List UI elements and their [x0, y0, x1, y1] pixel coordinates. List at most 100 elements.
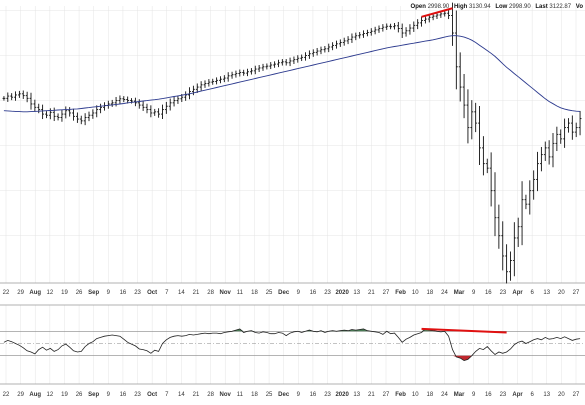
price-bar — [489, 152, 493, 207]
price-bar — [33, 99, 37, 112]
price-bar — [505, 244, 508, 284]
price-bar — [315, 47, 319, 56]
price-bar — [451, 2, 454, 46]
price-bar — [354, 32, 358, 41]
price-bar — [304, 52, 307, 61]
price-bar — [389, 23, 392, 30]
price-x-tick-label: 18 — [427, 290, 434, 296]
price-bar — [207, 79, 211, 87]
price-bar — [110, 99, 114, 107]
price-bar — [18, 90, 21, 98]
price-bar — [331, 42, 334, 51]
price-bar — [308, 50, 311, 59]
price-bar — [512, 222, 516, 277]
low-value: 2998.90 — [509, 4, 531, 10]
price-x-tick-label: Feb — [395, 290, 406, 296]
price-bar — [578, 110, 582, 136]
price-bars — [2, 2, 582, 284]
price-bar — [118, 95, 122, 104]
price-bar — [250, 68, 253, 75]
price-bar — [377, 25, 381, 33]
osc-x-tick-label: 20 — [558, 392, 565, 398]
osc-x-tick-label: 29 — [17, 392, 24, 398]
price-bar — [265, 63, 269, 70]
osc-x-tick-label: 18 — [427, 392, 434, 398]
price-bar — [192, 85, 195, 96]
price-bar — [103, 102, 106, 111]
price-bar — [288, 57, 292, 67]
price-x-tick-label: 22 — [3, 290, 10, 296]
osc-x-tick-label: 7 — [165, 392, 169, 398]
open-label: Open — [410, 4, 426, 10]
price-bar — [68, 107, 72, 117]
price-x-tick-label: 27 — [573, 290, 580, 296]
price-bar — [253, 65, 257, 75]
osc-x-tick-label: 23 — [500, 392, 507, 398]
price-bar — [41, 104, 44, 120]
price-bar — [563, 118, 566, 148]
price-bar — [547, 140, 551, 165]
price-bar — [79, 115, 83, 125]
price-x-tick-label: 2020 — [335, 290, 349, 296]
osc-x-tick-label: 11 — [237, 392, 244, 398]
osc-x-tick-label: 27 — [573, 392, 580, 398]
osc-x-tick-label: 21 — [193, 392, 200, 398]
price-bar — [6, 92, 10, 102]
price-bar — [29, 92, 33, 110]
price-bar — [412, 21, 416, 32]
osc-x-tick-label: 16 — [485, 392, 492, 398]
price-bar — [358, 32, 362, 39]
osc-x-tick-label: 13 — [543, 392, 550, 398]
price-bar — [292, 56, 296, 65]
price-bar — [485, 158, 489, 174]
price-x-tick-label: 11 — [237, 290, 244, 296]
osc-x-tick-label: Dec — [278, 392, 290, 398]
price-bar — [2, 96, 6, 101]
price-bar — [408, 24, 412, 35]
price-bar — [230, 71, 234, 79]
price-bar — [362, 30, 365, 38]
price-x-tick-label: 19 — [61, 290, 68, 296]
price-bar — [261, 63, 265, 71]
price-bar — [246, 68, 249, 77]
price-x-tick-label: 23 — [500, 290, 507, 296]
osc-x-tick-label: 27 — [383, 392, 390, 398]
osc-x-tick-label: 9 — [472, 392, 476, 398]
price-x-tick-label: 13 — [543, 290, 550, 296]
price-bar — [416, 19, 420, 30]
price-bar — [64, 106, 68, 119]
price-x-tick-label: 9 — [107, 290, 111, 296]
price-bar — [91, 109, 95, 119]
price-bar — [48, 108, 52, 120]
price-bar — [10, 93, 14, 101]
price-bar — [211, 78, 215, 85]
price-x-tick-label: Aug — [29, 290, 41, 296]
osc-x-tick-label: Apr — [512, 392, 523, 398]
price-bar — [543, 141, 547, 161]
price-bar — [458, 52, 462, 102]
price-bar — [454, 10, 458, 90]
price-bar — [567, 118, 570, 133]
price-bar — [157, 108, 160, 118]
price-bar — [559, 129, 563, 144]
last-label: Last — [535, 4, 548, 10]
osc-x-tick-label: 16 — [310, 392, 317, 398]
price-bar — [215, 77, 218, 85]
price-bar — [462, 74, 466, 119]
price-bar — [466, 89, 470, 144]
price-grid — [0, 6, 585, 284]
osc-x-tick-label: 28 — [207, 392, 214, 398]
price-x-tick-label: 9 — [472, 290, 476, 296]
osc-x-tick-label: 6 — [530, 392, 534, 398]
osc-x-tick-label: 23 — [324, 392, 331, 398]
price-x-axis: 22 29 Aug 12 19 26 Sep 9 16 23 Oct 7 14 21 28 Nov 11 18 25… — [3, 290, 580, 296]
price-bar — [424, 15, 427, 24]
osc-x-tick-label: Oct — [147, 392, 157, 398]
price-bar — [443, 10, 447, 17]
price-x-tick-label: 23 — [134, 290, 141, 296]
price-x-tick-label: 27 — [383, 290, 390, 296]
osc-x-tick-label: 10 — [412, 392, 419, 398]
high-value: 3130.94 — [468, 4, 491, 10]
price-bar — [497, 204, 501, 249]
price-bar — [319, 46, 323, 55]
